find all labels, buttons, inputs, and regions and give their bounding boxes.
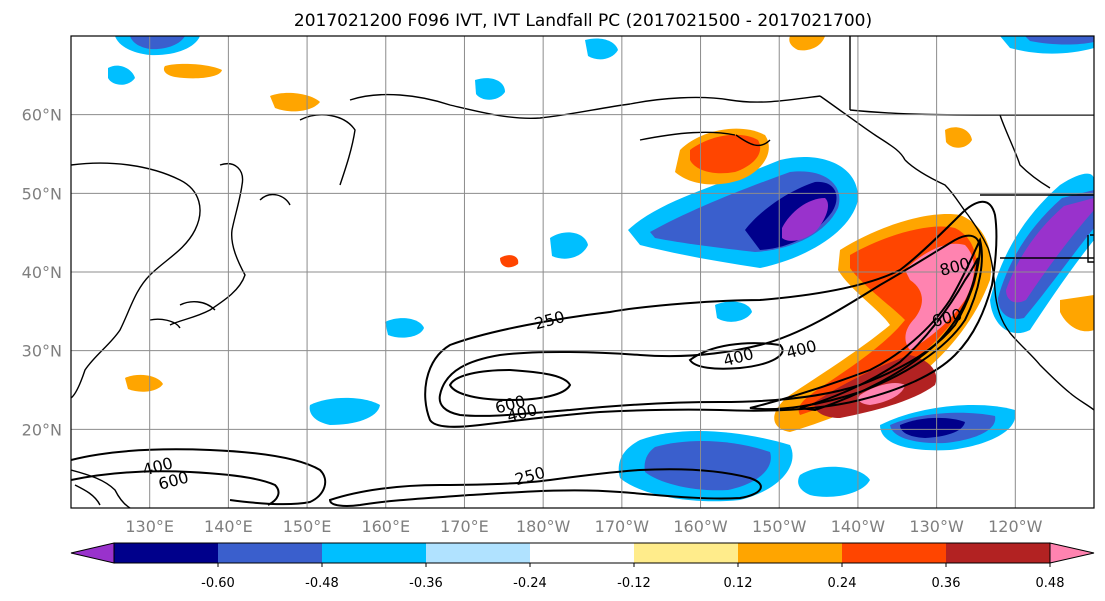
gridlines — [71, 36, 1094, 508]
longitude-label: 180°W — [516, 517, 571, 536]
colorbar-tick-label: 0.48 — [1036, 576, 1065, 591]
latitude-labels: 60°N 50°N 40°N 30°N 20°N — [22, 106, 62, 440]
longitude-label: 170°E — [440, 517, 489, 536]
longitude-label: 170°W — [595, 517, 650, 536]
colorbar-segment — [426, 543, 531, 563]
colorbar-segment — [218, 543, 323, 563]
colorbar-tick-label: 0.24 — [828, 576, 857, 591]
longitude-label: 140°W — [831, 517, 886, 536]
longitude-label: 130°E — [125, 517, 174, 536]
contour-250-bottom — [328, 468, 762, 507]
longitude-labels: 130°E 140°E 150°E 160°E 170°E 180°W 170°W 160°W… — [125, 517, 1042, 536]
colorbar-segment — [114, 543, 219, 563]
longitude-label: 140°E — [204, 517, 253, 536]
latitude-label: 30°N — [22, 342, 62, 361]
map-frame — [70, 35, 1095, 509]
colorbar-frame — [113, 542, 1051, 564]
colorbar-tick-label: -0.48 — [305, 576, 339, 591]
colorbar-segment — [322, 543, 427, 563]
map-title: 2017021200 F096 IVT, IVT Landfall PC (20… — [294, 11, 872, 31]
latitude-label: 40°N — [22, 263, 62, 282]
contour-250-main — [424, 200, 998, 428]
colorbar: -0.60 -0.48 -0.36 -0.24 -0.12 0.12 0.24 0.36 0.4… — [70, 542, 1095, 591]
contour-600-main — [448, 368, 572, 402]
colorbar-tick-label: -0.36 — [409, 576, 443, 591]
colorbar-tick-label: 0.36 — [932, 576, 961, 591]
contour-400-main — [438, 234, 982, 417]
colorbar-segment — [634, 543, 739, 563]
colorbar-extend-max — [1049, 542, 1095, 564]
colorbar-tick-label: -0.60 — [201, 576, 235, 591]
colorbar-tick-label: 0.12 — [724, 576, 753, 591]
longitude-label: 150°E — [283, 517, 332, 536]
latitude-label: 50°N — [22, 184, 62, 203]
longitude-label: 120°W — [988, 517, 1043, 536]
longitude-label: 160°E — [361, 517, 410, 536]
latitude-label: 20°N — [22, 420, 62, 439]
colorbar-segment — [842, 543, 947, 563]
map-area[interactable] — [70, 35, 1095, 509]
colorbar-extend-min — [70, 542, 115, 564]
colorbar-segment — [946, 543, 1051, 563]
longitude-label: 130°W — [909, 517, 964, 536]
ivt-contours — [71, 200, 998, 507]
colorbar-tick-label: -0.12 — [617, 576, 651, 591]
longitude-label: 150°W — [752, 517, 807, 536]
colorbar-tick-label: -0.24 — [513, 576, 547, 591]
colorbar-segment — [738, 543, 843, 563]
latitude-label: 60°N — [22, 106, 62, 125]
longitude-label: 160°W — [673, 517, 728, 536]
colorbar-segment — [530, 543, 635, 563]
